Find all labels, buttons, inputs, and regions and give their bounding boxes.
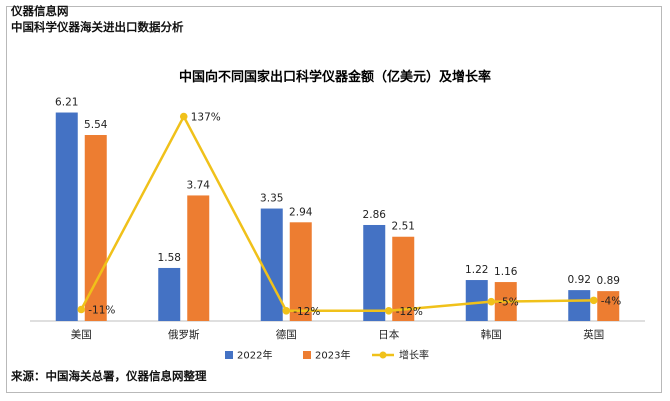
chart-frame <box>6 6 662 393</box>
value-label-2023-3: 2.51 <box>392 221 415 233</box>
category-label-2: 德国 <box>276 328 297 341</box>
bar-2022-2 <box>260 208 283 321</box>
value-label-2022-5: 0.92 <box>568 274 591 286</box>
category-label-5: 英国 <box>583 328 604 341</box>
bar-2022-5 <box>568 290 591 321</box>
rate-label-3: -12% <box>396 306 423 318</box>
rate-label-0: -11% <box>88 305 115 317</box>
category-label-1: 俄罗斯 <box>168 328 200 341</box>
legend: 2022年 2023年 增长率 <box>225 349 429 362</box>
value-label-2023-2: 2.94 <box>289 206 313 218</box>
category-label-0: 美国 <box>71 328 92 341</box>
bar-2022-3 <box>363 224 386 321</box>
rate-point-0 <box>77 305 86 314</box>
legend-swatch-marker <box>379 351 387 359</box>
category-labels: 美国 俄罗斯 德国 日本 韩国 英国 <box>71 328 605 341</box>
rate-point-5 <box>589 296 598 305</box>
value-label-2023-4: 1.16 <box>494 266 518 278</box>
legend-label-1: 2023年 <box>315 349 350 362</box>
rate-label-2: -12% <box>293 306 320 318</box>
legend-swatch-1 <box>303 351 311 359</box>
bar-2023-3 <box>392 236 415 321</box>
value-label-2022-0: 6.21 <box>55 97 78 109</box>
rate-point-2 <box>282 307 291 315</box>
report-subtitle: 中国科学仪器海关进出口数据分析 <box>11 20 184 34</box>
rate-label-5: -4% <box>601 295 621 307</box>
bar-2022-4 <box>465 280 488 321</box>
value-label-2022-2: 3.35 <box>260 193 283 205</box>
legend-label-2: 增长率 <box>399 349 429 362</box>
value-label-2022-3: 2.86 <box>363 209 387 221</box>
rate-point-1 <box>179 112 188 121</box>
value-label-2023-5: 0.89 <box>597 275 620 287</box>
bar-2022-0 <box>55 112 78 322</box>
rate-line-group: -11% 137% -12% -12% -5% -4% <box>77 112 621 318</box>
value-label-2022-4: 1.22 <box>465 264 488 276</box>
value-label-2022-1: 1.58 <box>158 252 181 264</box>
rate-label-1: 137% <box>191 112 221 124</box>
bar-2022-1 <box>158 267 181 321</box>
value-label-2023-1: 3.74 <box>187 179 211 191</box>
bars-group: 6.21 5.54 1.58 3.74 3.35 2.94 2.86 2.51 1.22 1.16… <box>55 97 620 322</box>
category-label-4: 韩国 <box>481 328 502 341</box>
category-label-3: 日本 <box>378 328 399 341</box>
bar-2023-1 <box>187 195 210 321</box>
rate-point-4 <box>487 297 496 306</box>
source-note: 来源：中国海关总署，仪器信息网整理 <box>11 369 207 383</box>
rate-line <box>80 113 594 313</box>
bar-2023-0 <box>84 135 107 321</box>
legend-label-0: 2022年 <box>237 349 272 362</box>
chart-title: 中国向不同国家出口科学仪器金额（亿美元）及增长率 <box>179 69 491 85</box>
value-label-2023-0: 5.54 <box>84 119 108 131</box>
rate-point-3 <box>384 307 393 315</box>
rate-label-4: -5% <box>498 297 518 309</box>
legend-swatch-0 <box>225 351 233 359</box>
brand-title: 仪器信息网 <box>11 4 69 18</box>
bar-2023-5 <box>597 291 620 321</box>
bar-2023-2 <box>289 222 312 321</box>
